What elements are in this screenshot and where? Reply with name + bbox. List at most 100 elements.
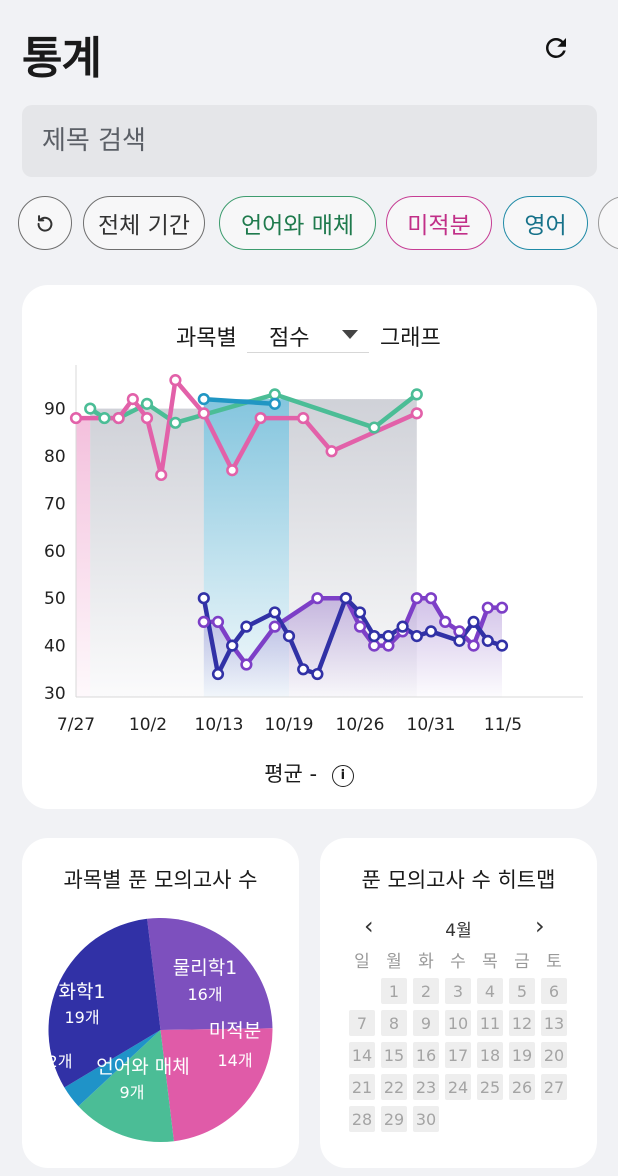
y-tick-label: 40 bbox=[44, 637, 66, 657]
calendar-day[interactable]: 30 bbox=[413, 1106, 439, 1132]
calendar-day[interactable]: 28 bbox=[349, 1106, 375, 1132]
chip-language-media[interactable]: 언어와 매체 bbox=[219, 196, 376, 250]
data-point bbox=[481, 634, 494, 647]
graph-header: 과목별 점수 그래프 bbox=[0, 318, 618, 358]
x-tick-label: 7/27 bbox=[57, 715, 95, 735]
calendar-day[interactable]: 26 bbox=[509, 1074, 535, 1100]
data-point bbox=[240, 658, 253, 671]
data-point bbox=[69, 411, 83, 425]
calendar-day[interactable]: 9 bbox=[413, 1010, 439, 1036]
data-point bbox=[254, 411, 267, 425]
weekday-label: 수 bbox=[450, 951, 466, 972]
data-point bbox=[140, 411, 154, 425]
filter-chips: 전체 기간 언어와 매체 미적분 영어 bbox=[18, 196, 618, 252]
calendar-day[interactable]: 10 bbox=[445, 1010, 471, 1036]
calendar-day[interactable]: 6 bbox=[541, 978, 567, 1004]
data-point bbox=[368, 630, 381, 643]
data-point bbox=[382, 630, 395, 643]
calendar-day[interactable]: 22 bbox=[381, 1074, 407, 1100]
calendar-day[interactable]: 11 bbox=[477, 1010, 503, 1036]
data-point bbox=[424, 625, 438, 638]
calendar-day[interactable]: 2 bbox=[413, 978, 439, 1004]
chip-label: 영어 bbox=[524, 213, 567, 239]
data-point bbox=[481, 601, 494, 614]
data-point bbox=[410, 592, 423, 605]
metric-dropdown[interactable]: 점수 bbox=[247, 318, 369, 353]
calendar-day[interactable]: 1 bbox=[381, 978, 407, 1004]
info-icon[interactable]: i bbox=[331, 764, 354, 787]
area-band bbox=[203, 598, 503, 697]
calendar-day[interactable]: 15 bbox=[381, 1042, 407, 1068]
y-tick-label: 70 bbox=[44, 494, 66, 514]
graph-suffix: 그래프 bbox=[380, 326, 441, 351]
data-point bbox=[467, 615, 480, 629]
calendar-day[interactable]: 5 bbox=[509, 978, 535, 1004]
calendar-day[interactable]: 18 bbox=[477, 1042, 503, 1068]
calendar-day[interactable]: 4 bbox=[477, 978, 503, 1004]
weekday-label: 월 bbox=[386, 951, 402, 972]
pie-title: 과목별 푼 모의고사 수 bbox=[63, 868, 258, 892]
reset-icon bbox=[37, 215, 53, 232]
reset-filter-chip[interactable] bbox=[18, 196, 72, 250]
data-point bbox=[169, 416, 182, 429]
data-point bbox=[226, 639, 239, 652]
data-point bbox=[197, 592, 210, 605]
calendar-day[interactable]: 23 bbox=[413, 1074, 439, 1100]
data-point bbox=[424, 592, 438, 605]
calendar-nav: ‹ 4월 › bbox=[320, 912, 597, 942]
metric-selected: 점수 bbox=[269, 326, 310, 351]
chevron-left-icon[interactable]: ‹ bbox=[364, 912, 374, 940]
calendar-day[interactable]: 25 bbox=[477, 1074, 503, 1100]
calendar-day[interactable]: 7 bbox=[349, 1010, 375, 1036]
calendar-day[interactable]: 24 bbox=[445, 1074, 471, 1100]
calendar-day[interactable]: 14 bbox=[349, 1042, 375, 1068]
pie-slice bbox=[64, 1030, 161, 1107]
heatmap-title: 푼 모의고사 수 히트맵 bbox=[361, 868, 556, 892]
refresh-button[interactable] bbox=[538, 30, 574, 66]
chip-calculus[interactable]: 미적분 bbox=[386, 196, 492, 250]
calendar-day[interactable]: 16 bbox=[413, 1042, 439, 1068]
search-input[interactable] bbox=[40, 125, 597, 157]
area-band bbox=[90, 408, 204, 697]
score-line-chart: 30 40 50 60 70 80 90 7/27 10/2 10/13 10/19 10/26 10/… bbox=[44, 365, 583, 735]
chip-label: 언어와 매체 bbox=[240, 213, 355, 239]
search-bar[interactable] bbox=[22, 105, 597, 177]
calendar-day[interactable]: 27 bbox=[541, 1074, 567, 1100]
calendar-day[interactable]: 29 bbox=[381, 1106, 407, 1132]
data-point bbox=[226, 464, 239, 477]
data-point bbox=[495, 639, 509, 652]
calendar-day[interactable]: 17 bbox=[445, 1042, 471, 1068]
data-point bbox=[410, 407, 423, 420]
calendar-day[interactable]: 8 bbox=[381, 1010, 407, 1036]
series-line bbox=[201, 396, 278, 407]
data-point bbox=[155, 468, 168, 482]
calendar-day[interactable]: 13 bbox=[541, 1010, 567, 1036]
pie-slice-count: 2개 bbox=[48, 1052, 73, 1071]
y-tick-label: 50 bbox=[44, 589, 66, 609]
average-label: 평균 - bbox=[264, 762, 318, 786]
data-point bbox=[410, 388, 423, 401]
pie-slice-label: 미적분 bbox=[209, 1020, 261, 1042]
page-title: 통계 bbox=[22, 33, 102, 84]
calendar-month: 4월 bbox=[445, 921, 472, 941]
data-point bbox=[282, 630, 296, 643]
data-point bbox=[268, 397, 281, 410]
chevron-right-icon[interactable]: › bbox=[535, 912, 545, 940]
calendar-day[interactable]: 3 bbox=[445, 978, 471, 1004]
data-point bbox=[467, 639, 480, 652]
pie-slice-label: 화학1 bbox=[58, 981, 105, 1003]
y-tick-label: 30 bbox=[44, 684, 66, 704]
chip-period[interactable]: 전체 기간 bbox=[83, 196, 205, 250]
chip-english[interactable]: 영어 bbox=[503, 196, 588, 250]
weekday-label: 금 bbox=[514, 951, 530, 972]
calendar-day[interactable]: 12 bbox=[509, 1010, 535, 1036]
data-point bbox=[368, 421, 381, 434]
data-point bbox=[240, 620, 253, 633]
y-tick-label: 90 bbox=[44, 400, 66, 420]
calendar-day[interactable]: 19 bbox=[509, 1042, 535, 1068]
calendar-day[interactable]: 21 bbox=[349, 1074, 375, 1100]
calendar-day[interactable]: 20 bbox=[541, 1042, 567, 1068]
data-point bbox=[268, 606, 281, 619]
heatmap-card: 푼 모의고사 수 히트맵 ‹ 4월 › 일 월 화 수 목 금 토 1 2 3 4 5 6 7 8 9 10 11… bbox=[320, 838, 597, 1168]
